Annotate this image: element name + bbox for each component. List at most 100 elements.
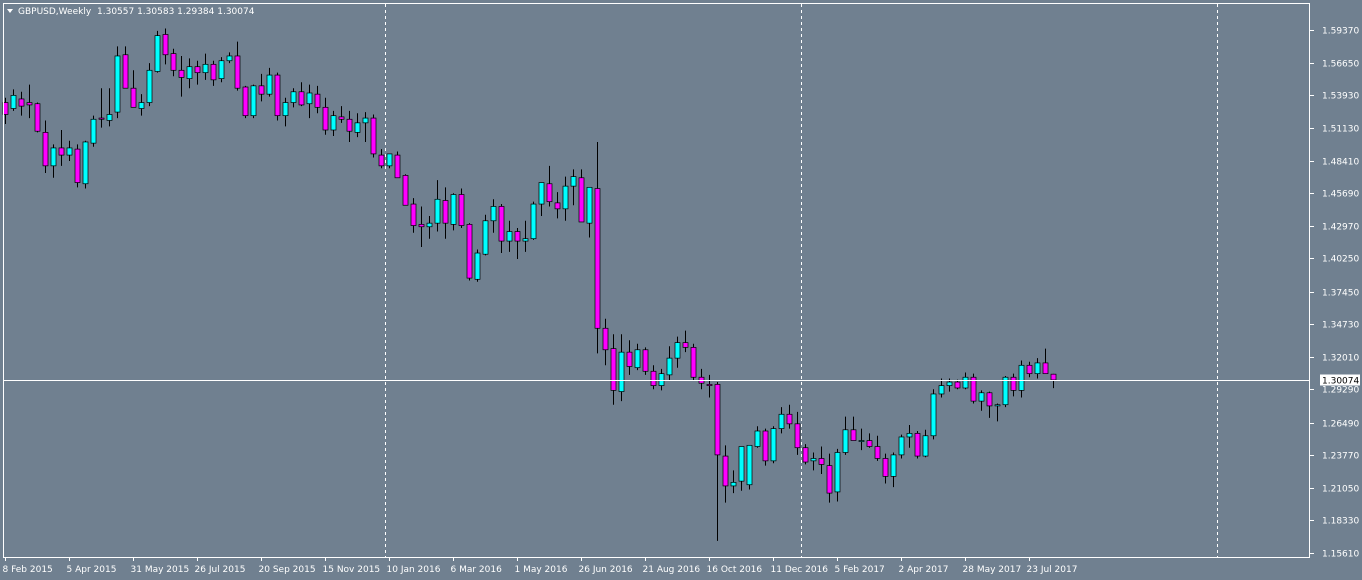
candle-body <box>1050 373 1057 381</box>
candle-body <box>418 224 425 228</box>
date-tick-label: 2 Apr 2017 <box>899 565 949 575</box>
candle-body <box>210 63 217 81</box>
candle-body <box>1018 364 1025 391</box>
price-axis: 1.59370 1.56650 1.53930 1.51130 1.48410 1.456… <box>1310 27 1359 560</box>
candle-body <box>154 35 161 72</box>
current-price-tag: 1.30074 <box>1320 374 1360 387</box>
candle-body <box>682 342 689 348</box>
candle-body <box>746 444 753 486</box>
candle-body <box>802 447 809 463</box>
candle-body <box>906 433 913 438</box>
candle-body <box>506 231 513 242</box>
header-ohlc: 1.30557 1.30583 1.29384 1.30074 <box>97 7 255 17</box>
dropdown-triangle-icon[interactable] <box>7 9 13 13</box>
candle-body <box>690 347 697 378</box>
price-tick-label: 1.29290 <box>1322 386 1359 396</box>
candle-body <box>546 183 553 203</box>
candle-body <box>58 147 65 156</box>
price-tick-label: 1.45690 <box>1322 190 1359 200</box>
date-tick-label: 28 May 2017 <box>963 565 1022 575</box>
candle-body <box>18 98 25 107</box>
candle-body <box>178 69 185 78</box>
candle-body <box>754 430 761 447</box>
price-tick-label: 1.32010 <box>1322 354 1359 364</box>
candle-body <box>66 147 73 156</box>
candle-body <box>986 392 993 407</box>
date-tick-label: 20 Sep 2015 <box>259 565 316 575</box>
candle-body <box>386 153 393 167</box>
candle-body <box>1042 362 1049 375</box>
candle-body <box>274 74 281 117</box>
candle-body <box>362 117 369 124</box>
candle-body <box>866 440 873 447</box>
candle-body <box>858 440 865 442</box>
candle-body <box>458 194 465 226</box>
candle-body <box>242 86 249 117</box>
date-tick-label: 15 Nov 2015 <box>323 565 381 575</box>
candle-body <box>914 433 921 457</box>
candle-body <box>666 357 673 376</box>
candle-body <box>850 429 857 441</box>
candle-body <box>442 200 449 224</box>
candle-body <box>354 122 361 133</box>
candle-body <box>26 102 33 106</box>
price-tick-label: 1.56650 <box>1322 60 1359 70</box>
header-symbol-timeframe: GBPUSD,Weekly <box>18 7 92 17</box>
candle-body <box>282 102 289 117</box>
candle-body <box>402 175 409 206</box>
candle-body <box>202 63 209 74</box>
candle-body <box>538 182 545 205</box>
candle-body <box>730 482 737 487</box>
candle-body <box>74 148 81 183</box>
candle-body <box>642 349 649 372</box>
candle-body <box>970 376 977 402</box>
candle-body <box>578 177 585 223</box>
candle-body <box>650 370 657 386</box>
price-tick-label: 1.23770 <box>1322 452 1359 462</box>
candle-body <box>954 381 961 389</box>
candle-body <box>978 392 985 402</box>
candle-body <box>10 95 17 109</box>
candle-body <box>162 34 169 56</box>
candle-body <box>762 430 769 462</box>
candle-body <box>250 85 257 117</box>
price-tick-label: 1.18330 <box>1322 517 1359 527</box>
candle-body <box>570 176 577 187</box>
candle-body <box>498 206 505 242</box>
price-tick-label: 1.21050 <box>1322 485 1359 495</box>
candle-body <box>410 203 417 226</box>
candle-body <box>226 55 233 62</box>
date-tick-label: 31 May 2015 <box>131 565 190 575</box>
candle-body <box>794 423 801 449</box>
candle-body <box>42 132 49 167</box>
candle-body <box>738 446 745 482</box>
candle-body <box>466 224 473 279</box>
candle-body <box>106 114 113 121</box>
date-tick-label: 5 Feb 2017 <box>835 565 885 575</box>
candle-body <box>194 66 201 74</box>
candle-body <box>434 198 441 224</box>
candle-body <box>1026 364 1033 375</box>
candle-body <box>146 69 153 103</box>
date-tick-label: 10 Jan 2016 <box>387 565 441 575</box>
candle-body <box>1034 362 1041 375</box>
candle-body <box>778 413 785 429</box>
candle-body <box>490 206 497 222</box>
price-tick-label: 1.15610 <box>1322 550 1359 560</box>
candle-body <box>882 458 889 477</box>
candle-body <box>122 54 129 89</box>
candle-body <box>826 465 833 494</box>
candle-body <box>522 238 529 242</box>
date-tick-label: 26 Jul 2015 <box>195 565 246 575</box>
candle-body <box>98 117 105 120</box>
date-axis: 8 Feb 2015 5 Apr 2015 31 May 2015 26 Jul 20… <box>3 557 1077 575</box>
candle-body <box>426 222 433 228</box>
candle-body <box>1002 376 1009 406</box>
period-separators <box>385 4 1218 557</box>
candle-body <box>34 103 41 132</box>
candle-body <box>818 458 825 465</box>
candle-body <box>674 342 681 359</box>
candle-body <box>234 55 241 89</box>
